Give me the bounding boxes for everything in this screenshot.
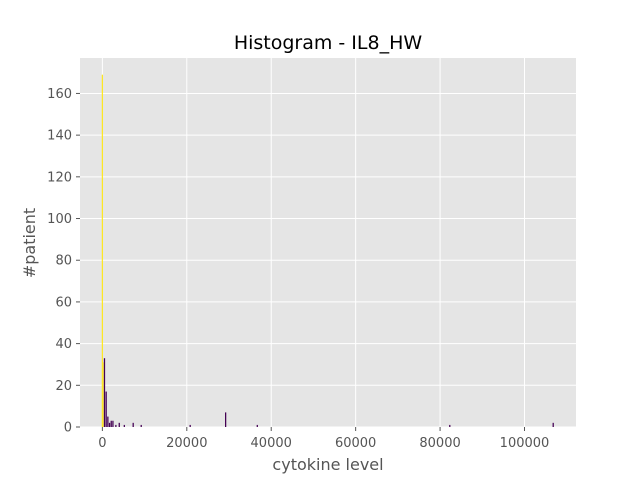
histogram-bar <box>123 424 125 427</box>
x-tick-label: 60000 <box>335 436 376 451</box>
histogram-bar <box>115 424 117 427</box>
y-tick-label: 100 <box>47 212 72 227</box>
x-tick-label: 20000 <box>166 436 207 451</box>
histogram-bar <box>118 422 120 427</box>
grid-lines <box>80 58 576 428</box>
histogram-bar <box>110 420 112 427</box>
histogram-bar <box>132 422 134 427</box>
histogram-bar <box>449 424 451 427</box>
histogram-bar <box>189 424 191 427</box>
x-tick-label: 100000 <box>500 436 550 451</box>
plot-area <box>80 58 576 427</box>
y-tick-label: 80 <box>55 254 72 269</box>
histogram-bar <box>140 424 142 427</box>
histogram-bar <box>225 412 227 427</box>
x-tick-label: 40000 <box>251 436 292 451</box>
y-tick-label: 60 <box>55 295 72 310</box>
histogram-bar <box>256 424 258 427</box>
histogram-bar <box>103 358 106 427</box>
x-tick-label: 0 <box>98 436 106 451</box>
y-tick-label: 140 <box>47 129 72 144</box>
y-tick-label: 120 <box>47 170 72 185</box>
histogram-bar <box>107 416 109 427</box>
chart-title: Histogram - IL8_HW <box>234 32 423 54</box>
y-tick-label: 160 <box>47 87 72 102</box>
y-tick-label: 20 <box>55 379 72 394</box>
histogram-bar <box>112 420 114 427</box>
y-tick-label: 0 <box>64 421 72 436</box>
histogram-bar <box>108 422 111 427</box>
histogram-bar <box>552 422 554 427</box>
x-axis-title: cytokine level <box>272 455 383 474</box>
y-tick-label: 40 <box>55 337 72 352</box>
histogram-bars <box>101 74 554 427</box>
y-axis-title: #patient <box>20 208 39 278</box>
histogram-bar <box>101 74 104 427</box>
histogram-bar <box>105 391 107 427</box>
x-tick-label: 80000 <box>419 436 460 451</box>
axis-ticks: 0 20000 40000 60000 80000 100000 0 20 40 60 80 100 1… <box>47 87 549 451</box>
histogram-bar <box>102 362 104 427</box>
